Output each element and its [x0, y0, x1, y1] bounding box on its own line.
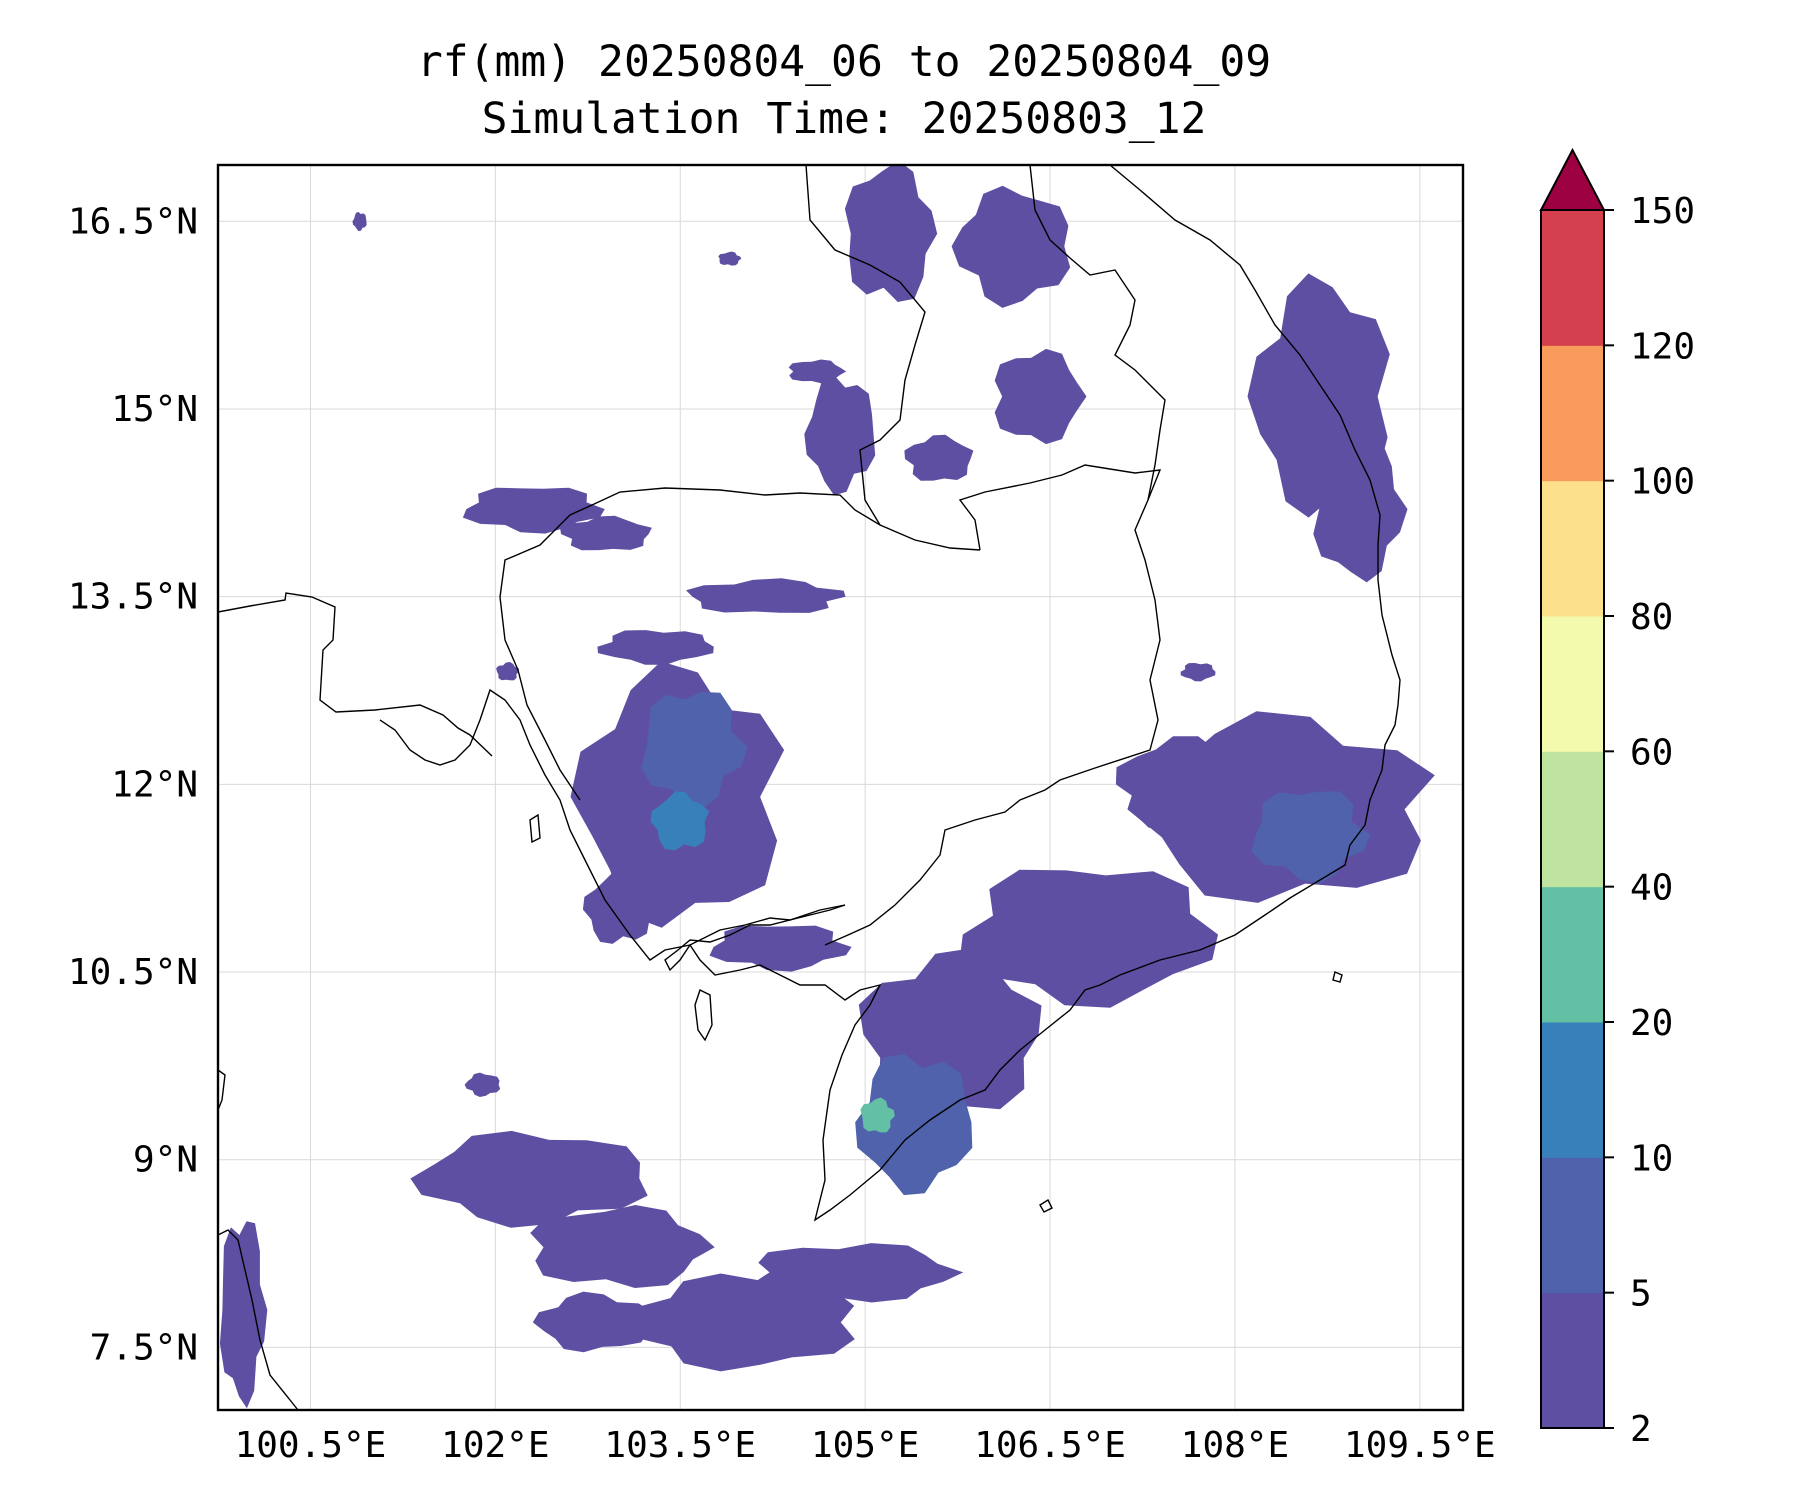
rain-area	[754, 1243, 964, 1303]
map-area	[218, 165, 1463, 1410]
coastlines	[218, 165, 1401, 1410]
x-tick-label: 109.5°E	[1344, 1425, 1496, 1466]
rain-area	[844, 165, 938, 302]
rain-area	[532, 1291, 652, 1353]
rain-area	[959, 869, 1218, 1008]
rain-area	[1313, 440, 1408, 583]
colorbar-tick-label: 2	[1630, 1409, 1652, 1450]
rain-area	[788, 359, 847, 384]
colorbar-segment	[1541, 480, 1604, 617]
coastline-islands	[694, 989, 713, 1042]
x-axis-ticks: 100.5°E 102°E 103.5°E 105°E 106.5°E 108°E 109.…	[235, 1425, 1496, 1466]
colorbar-segment	[1541, 751, 1604, 888]
colorbar-frame	[1540, 209, 1605, 1429]
x-tick-label: 102°E	[441, 1425, 549, 1466]
rain-area	[951, 185, 1071, 308]
rain-area	[709, 925, 852, 972]
y-tick-label: 7.5°N	[90, 1327, 198, 1368]
coastline-mekong-delta	[664, 904, 1101, 1222]
rain-area	[994, 348, 1087, 445]
rain-area	[650, 791, 710, 851]
border-line	[1029, 165, 1166, 501]
rain-area	[1251, 791, 1371, 884]
x-tick-label: 106.5°E	[974, 1425, 1126, 1466]
rain-area	[530, 1205, 715, 1288]
coastline-malay	[218, 1229, 299, 1410]
colorbar: 2 5 10 20 40 60 80 100 120 150	[1539, 147, 1695, 1450]
y-tick-label: 10.5°N	[68, 952, 198, 993]
title-line1: rf(mm) 20250804_06 to 20250804_09	[417, 37, 1271, 87]
x-tick-label: 103.5°E	[604, 1425, 756, 1466]
colorbar-tick-label: 40	[1630, 868, 1673, 909]
rain-area	[641, 691, 748, 809]
border-line	[805, 165, 926, 526]
colorbar-tick-label: 80	[1630, 597, 1673, 638]
rain-area	[904, 434, 974, 481]
colorbar-extend-arrow	[1539, 147, 1606, 211]
rain-area	[618, 1273, 855, 1372]
colorbar-segment	[1541, 345, 1604, 482]
colorbar-segment	[1541, 210, 1604, 346]
coastline-gulf	[379, 688, 846, 961]
rain-area	[855, 1054, 973, 1196]
rain-area	[1180, 663, 1216, 682]
colorbar-tick-label: 20	[1630, 1003, 1673, 1044]
border-line	[218, 592, 493, 757]
y-tick-label: 16.5°N	[68, 201, 198, 242]
rain-area	[462, 487, 605, 534]
coastline-vietnam	[1099, 165, 1401, 986]
rainfall-contours	[219, 165, 1435, 1409]
rain-area	[410, 1130, 648, 1228]
x-tick-label: 108°E	[1181, 1425, 1289, 1466]
y-tick-label: 9°N	[133, 1140, 198, 1181]
rain-area	[804, 375, 876, 496]
colorbar-segment	[1541, 616, 1604, 752]
colorbar-tick-label: 100	[1630, 462, 1695, 503]
rain-area	[860, 1097, 895, 1133]
rain-area	[496, 661, 519, 681]
colorbar-tick-label: 5	[1630, 1274, 1652, 1315]
colorbar-segment	[1541, 1292, 1604, 1429]
rain-area	[219, 1221, 268, 1409]
colorbar-tick-label: 10	[1630, 1138, 1673, 1179]
colorbar-segment	[1541, 1022, 1604, 1158]
y-tick-label: 12°N	[111, 764, 198, 805]
coastline-islands	[1039, 1198, 1053, 1213]
coastline-islands	[529, 813, 541, 844]
border-line	[824, 464, 1162, 946]
y-axis-ticks: 7.5°N 9°N 10.5°N 12°N 13.5°N 15°N 16.5°N	[68, 201, 198, 1368]
colorbar-tick-label: 120	[1630, 326, 1695, 367]
colorbar-tick-label: 150	[1630, 191, 1695, 232]
rain-area	[560, 515, 652, 551]
colorbar-segment	[1541, 1157, 1604, 1294]
x-tick-label: 100.5°E	[235, 1425, 387, 1466]
x-tick-label: 105°E	[811, 1425, 919, 1466]
colorbar-tick-label: 60	[1630, 732, 1673, 773]
rain-area	[686, 578, 846, 613]
colorbar-segment	[1541, 886, 1604, 1023]
rain-area	[597, 630, 714, 665]
coastline-malay	[218, 1069, 226, 1111]
rain-area	[464, 1072, 501, 1097]
border-line	[499, 596, 581, 801]
rain-area	[718, 251, 742, 266]
y-tick-label: 13.5°N	[68, 577, 198, 618]
rain-area	[1115, 736, 1255, 829]
map-frame	[216, 163, 1465, 1412]
y-tick-label: 15°N	[111, 389, 198, 430]
coastline-islands	[1332, 971, 1343, 983]
border-line	[499, 487, 981, 598]
title-line2: Simulation Time: 20250803_12	[482, 94, 1207, 144]
rain-area	[352, 212, 367, 232]
